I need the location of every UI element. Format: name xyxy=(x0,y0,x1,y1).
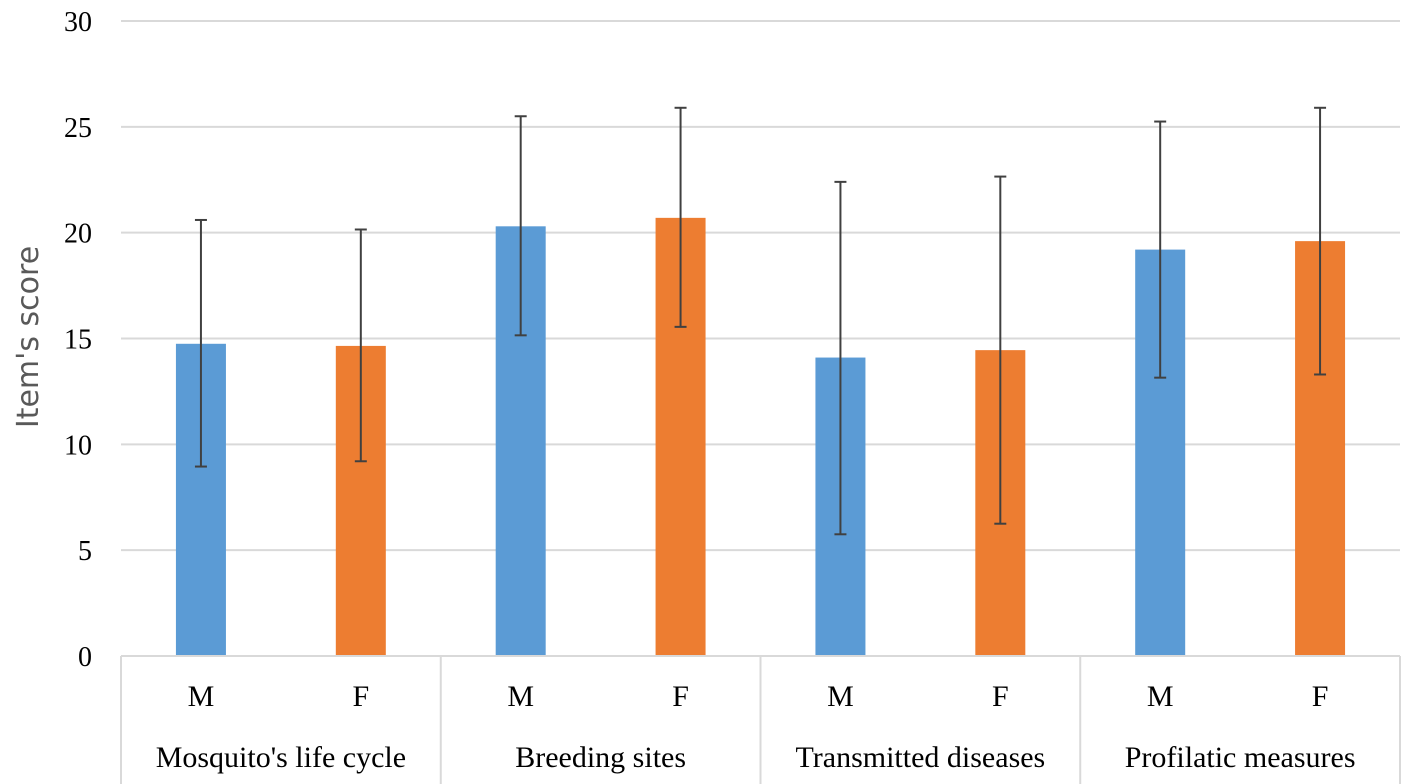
y-tick-label: 5 xyxy=(78,536,92,567)
y-tick-label: 30 xyxy=(64,7,92,38)
sub-category-label: F xyxy=(672,680,689,713)
sub-category-label: M xyxy=(827,680,854,713)
error-bar xyxy=(194,218,207,468)
error-bar xyxy=(994,175,1007,525)
group-label: Profilatic measures xyxy=(1125,741,1356,774)
error-bar xyxy=(834,180,847,536)
sub-category-label: M xyxy=(507,680,534,713)
y-axis-title: Item's score xyxy=(11,246,46,428)
y-tick-label: 10 xyxy=(64,430,92,461)
group-label: Transmitted diseases xyxy=(796,741,1046,774)
y-tick-label: 20 xyxy=(64,219,92,250)
y-tick-label: 15 xyxy=(64,325,92,356)
error-bar xyxy=(354,228,367,463)
sub-category-label: M xyxy=(1147,680,1174,713)
group-label: Breeding sites xyxy=(515,741,686,774)
error-bar xyxy=(514,115,527,337)
y-tick-labels: 0 5 10 15 20 25 30 xyxy=(64,7,92,673)
error-bar xyxy=(674,106,687,328)
sub-category-label: F xyxy=(352,680,369,713)
sub-category-label: F xyxy=(992,680,1009,713)
sub-category-label: F xyxy=(1312,680,1329,713)
error-bar xyxy=(1154,120,1167,379)
gridlines xyxy=(121,20,1400,552)
error-bars xyxy=(194,106,1327,536)
y-tick-label: 25 xyxy=(64,113,92,144)
x-axis-table: M F Mosquito's life cycle M F Breeding sites M… xyxy=(120,655,1401,784)
group-label: Mosquito's life cycle xyxy=(156,741,406,774)
y-tick-label: 0 xyxy=(78,642,92,673)
bars xyxy=(175,217,1346,657)
error-bar xyxy=(1314,106,1327,376)
sub-category-label: M xyxy=(188,680,215,713)
